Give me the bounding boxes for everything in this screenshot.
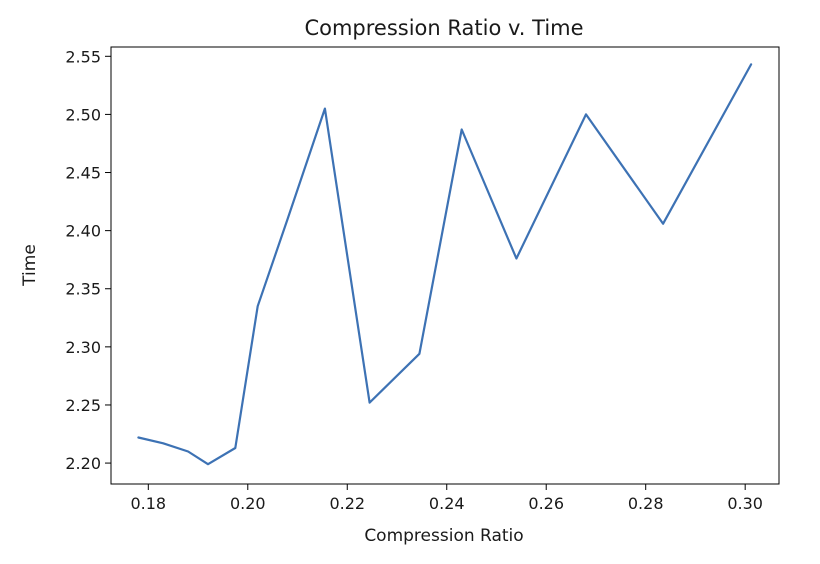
y-tick-label: 2.45 — [65, 164, 101, 183]
x-axis-ticks: 0.18 0.20 0.22 0.24 0.26 0.28 0.30 — [130, 484, 763, 513]
series-line — [137, 63, 753, 466]
x-tick-label: 0.24 — [429, 494, 465, 513]
x-tick-label: 0.26 — [528, 494, 564, 513]
x-tick-label: 0.20 — [230, 494, 266, 513]
y-tick-label: 2.20 — [65, 454, 101, 473]
x-tick-label: 0.28 — [628, 494, 664, 513]
y-axis-title: Time — [20, 244, 40, 287]
y-axis-ticks: 2.20 2.25 2.30 2.35 2.40 2.45 2.50 2.55 — [65, 47, 111, 473]
x-axis-title: Compression Ratio — [364, 526, 523, 546]
y-tick-label: 2.25 — [65, 396, 101, 415]
y-tick-label: 2.30 — [65, 338, 101, 357]
y-tick-label: 2.50 — [65, 105, 101, 124]
plot-area-frame — [110, 46, 780, 485]
chart-title: Compression Ratio v. Time — [304, 16, 583, 40]
x-tick-label: 0.30 — [727, 494, 763, 513]
y-tick-label: 2.40 — [65, 222, 101, 241]
x-tick-label: 0.22 — [329, 494, 365, 513]
x-tick-label: 0.18 — [130, 494, 166, 513]
y-tick-label: 2.55 — [65, 47, 101, 66]
y-tick-label: 2.35 — [65, 280, 101, 299]
